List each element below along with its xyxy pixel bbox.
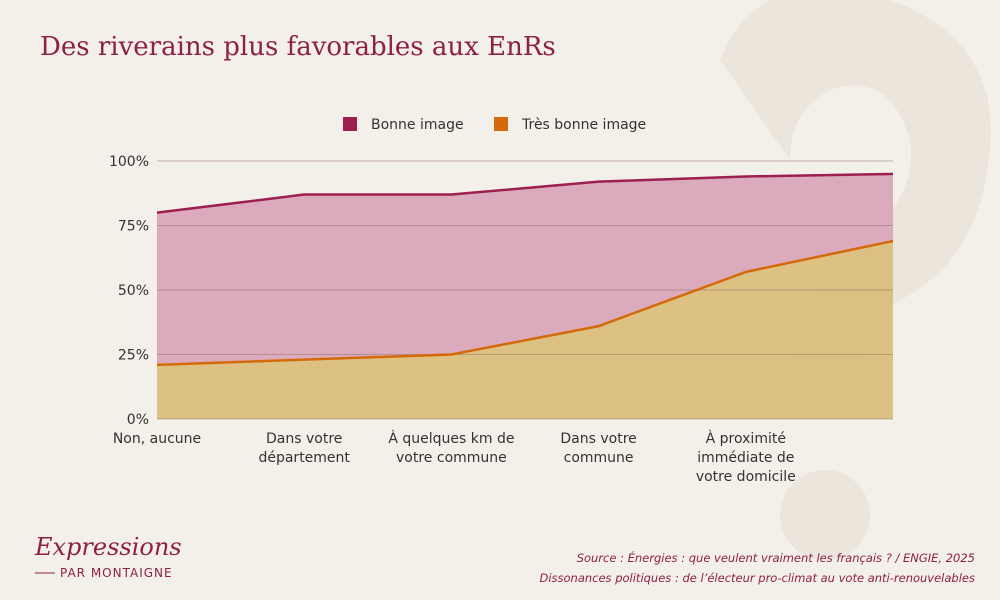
x-tick-label-line: À proximité <box>706 430 786 447</box>
x-tick-label-line: Non, aucune <box>113 431 201 447</box>
x-tick-label: À quelques km de votre commune <box>388 430 514 466</box>
x-tick-label: À proximité immédiate de votre domicile <box>696 430 796 485</box>
x-tick-label-line: votre domicile <box>696 469 796 485</box>
source-line: Dissonances politiques : de l’électeur p… <box>539 571 975 585</box>
x-tick-label-line: immédiate de <box>697 450 794 466</box>
x-tick-label: Dans votre commune <box>560 431 636 466</box>
x-tick-label-line: commune <box>564 450 634 466</box>
brand-tagline: PAR MONTAIGNE <box>60 566 173 580</box>
y-tick-label: 0% <box>127 412 149 428</box>
legend-label: Très bonne image <box>521 117 646 133</box>
x-tick-label-line: votre commune <box>396 450 507 466</box>
y-tick-label: 25% <box>118 348 149 364</box>
series-line <box>156 172 894 214</box>
source-line: Source : Énergies : que veulent vraiment… <box>577 550 975 565</box>
legend-label: Bonne image <box>371 117 464 133</box>
y-tick-label: 50% <box>118 283 149 299</box>
area-fill <box>157 240 893 419</box>
x-tick-label-line: département <box>258 450 350 466</box>
x-tick-label-line: Dans votre <box>560 431 636 447</box>
x-tick-label: Non, aucune <box>113 431 201 447</box>
y-tick-label: 100% <box>109 154 149 170</box>
x-tick-label: Dans votre département <box>258 431 350 466</box>
brand-name: Expressions <box>34 533 182 561</box>
chart-title: Des riverains plus favorables aux EnRs <box>40 32 556 62</box>
x-tick-label-line: À quelques km de <box>388 430 514 447</box>
y-tick-label: 75% <box>118 219 149 235</box>
legend-swatch <box>343 117 357 131</box>
x-tick-label-line: Dans votre <box>266 431 342 447</box>
legend-swatch <box>494 117 508 131</box>
series-line <box>156 239 894 367</box>
